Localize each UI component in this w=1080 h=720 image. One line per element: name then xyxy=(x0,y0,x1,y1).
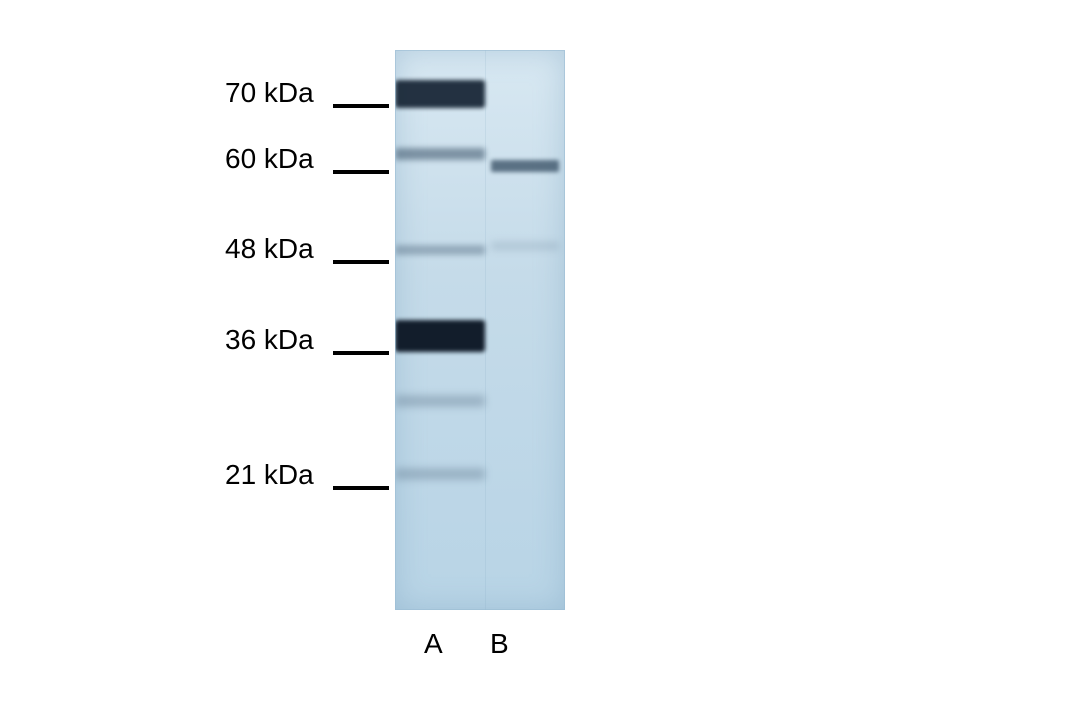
marker-label-1: 60 kDa xyxy=(225,143,314,175)
band-a-48 xyxy=(395,245,485,255)
marker-tick-1 xyxy=(333,170,389,174)
band-a-sub36 xyxy=(395,395,485,407)
marker-tick-4 xyxy=(333,486,389,490)
blot-membrane xyxy=(395,50,565,610)
band-a-36 xyxy=(395,320,485,352)
band-b-48 xyxy=(491,242,559,250)
marker-tick-2 xyxy=(333,260,389,264)
band-a-21 xyxy=(395,468,485,480)
lane-b xyxy=(485,50,565,610)
marker-label-4: 21 kDa xyxy=(225,459,314,491)
lane-a xyxy=(395,50,485,610)
band-a-70 xyxy=(395,80,485,108)
marker-label-3: 36 kDa xyxy=(225,324,314,356)
band-a-60 xyxy=(395,148,485,160)
lane-label-a: A xyxy=(424,628,443,660)
marker-label-0: 70 kDa xyxy=(225,77,314,109)
marker-tick-3 xyxy=(333,351,389,355)
marker-tick-0 xyxy=(333,104,389,108)
marker-label-2: 48 kDa xyxy=(225,233,314,265)
lane-label-b: B xyxy=(490,628,509,660)
band-b-58 xyxy=(491,160,559,172)
